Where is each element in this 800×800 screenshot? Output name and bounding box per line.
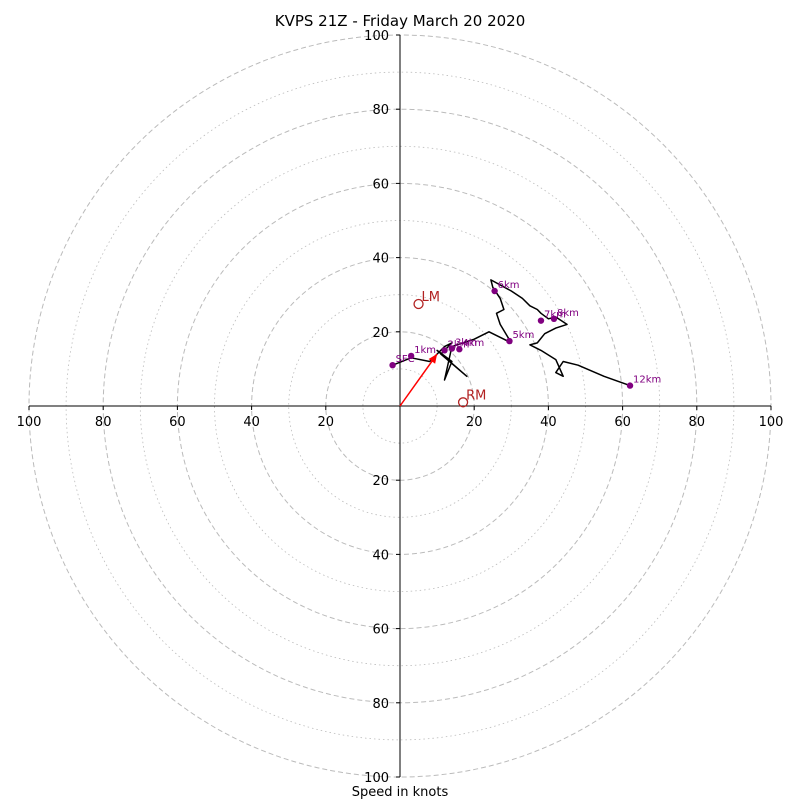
y-tick-label: 80: [372, 103, 389, 118]
storm-motion-vector: [399, 353, 438, 407]
height-label-4km: 4km: [462, 338, 484, 349]
height-label-5km: 5km: [512, 330, 534, 341]
x-tick-label: 20: [466, 415, 483, 430]
height-point-2km: [441, 347, 448, 354]
storm-mover-marker-LM: [413, 298, 424, 310]
y-tick-label: 60: [372, 177, 389, 192]
height-point-7km: [537, 317, 545, 324]
y-tick-label: 100: [364, 29, 389, 44]
x-tick-label: 40: [243, 415, 260, 430]
y-tick-label: 80: [372, 697, 389, 712]
height-point-3km: [448, 345, 456, 352]
chart-title: KVPS 21Z - Friday March 20 2020: [274, 12, 526, 30]
y-tick-label: 40: [372, 548, 389, 563]
height-point-8km: [550, 315, 558, 323]
height-point-6km: [491, 287, 498, 295]
height-point-SFC: [389, 361, 396, 369]
x-tick-label: 20: [318, 415, 335, 430]
storm-motion: LM RM: [399, 290, 486, 408]
x-tick-label: 60: [169, 415, 186, 430]
height-label-SFC: SFC: [396, 354, 415, 365]
height-point-4km: [456, 346, 463, 353]
y-tick-label: 40: [372, 252, 389, 267]
x-tick-label: 80: [95, 415, 112, 430]
storm-mover-marker-RM: [457, 397, 469, 408]
height-label-8km: 8km: [557, 308, 579, 319]
height-label-2km: 2km: [448, 339, 470, 350]
x-tick-label: 100: [17, 415, 42, 430]
x-tick-label: 40: [540, 415, 557, 430]
wind-profile: [392, 279, 631, 387]
height-label-6km: 6km: [498, 280, 520, 291]
height-point-12km: [626, 382, 634, 389]
x-tick-label: 100: [759, 415, 784, 430]
hodograph-line: [392, 279, 631, 387]
height-point-1km: [407, 352, 415, 360]
y-tick-label: 20: [372, 474, 389, 489]
y-tick-label: 100: [364, 771, 389, 786]
y-tick-label: 20: [372, 326, 389, 341]
height-label-3km: 3km: [455, 337, 477, 348]
height-label-1km: 1km: [414, 345, 436, 356]
x-tick-label: 80: [689, 415, 706, 430]
storm-motion-arrowhead: [428, 354, 438, 364]
storm-mover-label-RM: RM: [466, 388, 486, 403]
x-axis-label: Speed in knots: [352, 785, 449, 800]
height-point-5km: [506, 337, 513, 345]
y-tick-label: 60: [372, 623, 389, 638]
tick-labels: 100 80 60 40 20 20 40 60 80 100 100 80 60 40 20 20 40 60 8…: [17, 29, 784, 786]
x-tick-label: 60: [614, 415, 631, 430]
height-label-7km: 7km: [544, 310, 566, 321]
height-label-12km: 12km: [633, 375, 661, 386]
storm-mover-label-LM: LM: [422, 290, 440, 305]
